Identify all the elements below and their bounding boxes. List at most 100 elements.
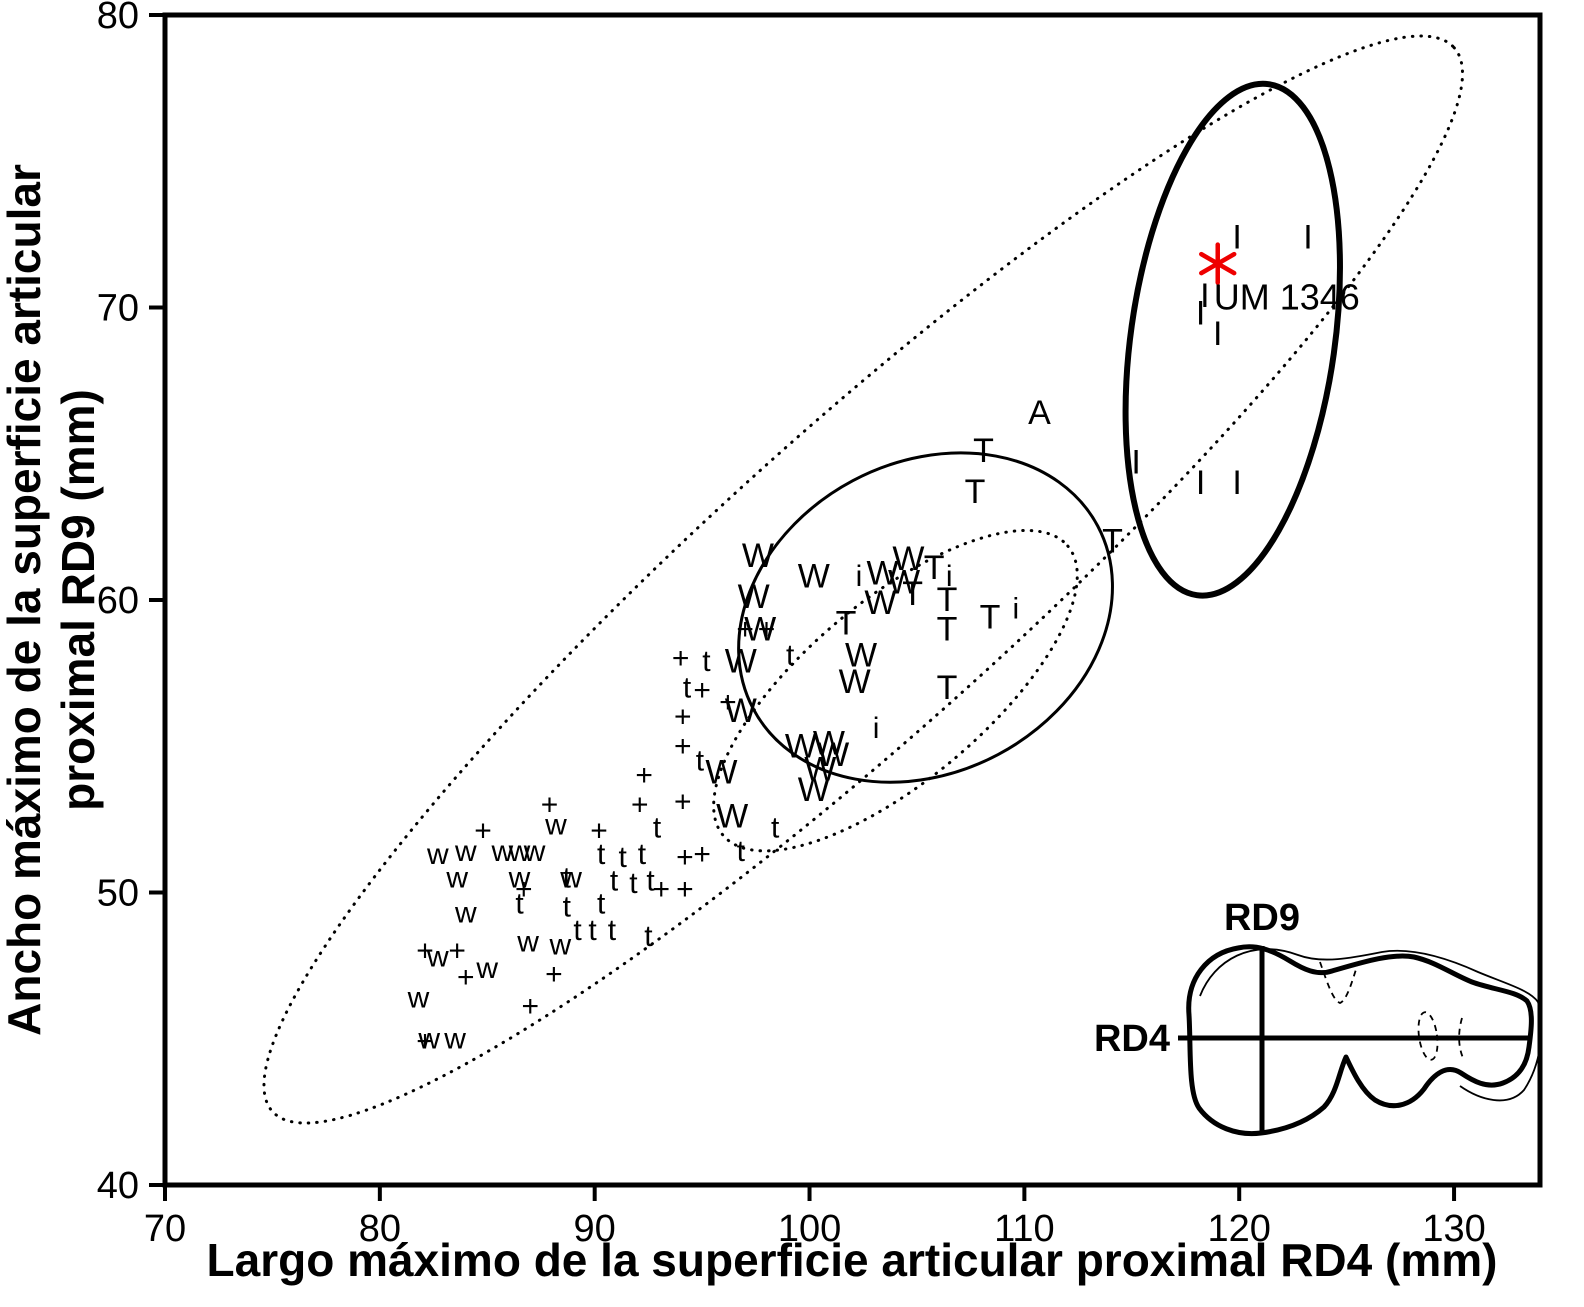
marker-group-plus: + [545,958,563,991]
bone-inset-diagram: RD9 RD4 [1094,897,1543,1137]
marker-group-w: w [523,835,546,868]
marker-group-t: t [737,835,746,868]
marker-group-w: w [454,835,477,868]
x-tick-label: 70 [144,1208,186,1250]
marker-group-t: t [597,838,606,871]
marker-group-W: W [725,692,757,730]
confidence-ellipse-solid [1122,80,1343,599]
marker-group-W: W [839,663,871,701]
x-tick-label: 100 [778,1208,841,1250]
marker-group-plus: + [416,1025,434,1058]
marker-group-t: t [646,864,655,897]
marker-group-plus: + [676,841,694,874]
marker-group-T: T [1102,523,1123,561]
marker-group-w: w [443,1022,466,1055]
marker-group-plus: + [448,935,466,968]
marker-group-i: i [856,560,863,593]
marker-group-I: I [1303,218,1312,256]
marker-group-T: T [924,549,945,587]
x-tick-label: 90 [574,1208,616,1250]
marker-group-t: t [702,645,711,678]
marker-group-W: W [798,771,830,809]
marker-group-I: I [1196,464,1205,502]
marker-group-W: W [725,642,757,680]
marker-group-W: W [845,637,877,675]
axes-and-ticks: 70 80 90 100 110 120 130 40 50 60 70 80 [97,0,1543,1250]
marker-group-T: T [965,473,986,511]
marker-group-w: w [426,940,449,973]
marker-group-t: t [563,861,572,894]
marker-group-plus: + [590,815,608,848]
marker-group-t: t [644,920,653,953]
marker-group-t: t [610,864,619,897]
marker-group-T: T [937,581,958,619]
marker-group-plus: + [515,873,533,906]
confidence-ellipse-dotted [262,34,1465,1125]
confidence-ellipse-dotted [712,528,1079,853]
marker-group-W: W [744,610,776,648]
marker-group-plus: + [674,730,692,763]
marker-group-plus: + [693,674,711,707]
marker-group-plus: + [474,815,492,848]
marker-group-plus: + [457,961,475,994]
x-tick-label: 120 [1208,1208,1271,1250]
marker-group-w: w [445,861,468,894]
confidence-ellipses [262,34,1465,1125]
marker-group-t: t [573,914,582,947]
bone-outline-thin [1199,948,1543,1102]
highlight-label: UM 1346 [1214,277,1360,318]
inset-label-rd4: RD4 [1094,1018,1170,1060]
marker-group-I: I [1232,464,1241,502]
y-tick-label: 70 [97,288,139,330]
marker-group-w: w [548,929,571,962]
marker-group-T: T [937,610,958,648]
marker-group-W: W [738,578,770,616]
marker-group-t: t [608,914,617,947]
marker-group-w: w [454,896,477,929]
marker-group-w: w [559,861,582,894]
marker-group-plus: + [736,613,754,646]
marker-group-W: W [742,537,774,575]
marker-group-w: w [475,952,498,985]
marker-group-w: w [508,835,531,868]
marker-group-A: A [1028,394,1051,432]
marker-group-T: T [973,432,994,470]
marker-group-T: T [836,604,857,642]
marker-group-plus: + [653,873,671,906]
y-tick-label: 50 [97,873,139,915]
marker-group-plus: + [416,935,434,968]
marker-group-plus: + [541,788,559,821]
inset-label-rd9: RD9 [1224,897,1300,939]
marker-group-plus: + [719,686,737,719]
marker-group-W: W [705,754,737,792]
marker-group-W: W [798,558,830,596]
marker-group-t: t [696,744,705,777]
marker-group-T: T [937,669,958,707]
marker-group-i: i [873,712,880,745]
bone-facet-curve-dashed [1458,1017,1464,1059]
marker-group-T: T [902,575,923,613]
marker-group-w: w [490,835,513,868]
marker-group-I: I [1200,277,1209,315]
marker-group-t: t [597,888,606,921]
marker-group-I: I [1232,218,1241,256]
marker-group-I: I [1213,315,1222,353]
marker-group-W: W [817,736,849,774]
marker-group-t: t [618,841,627,874]
marker-group-plus: + [674,701,692,734]
marker-group-t: t [515,888,524,921]
marker-group-w: w [407,981,430,1014]
marker-group-t: t [629,867,638,900]
marker-group-t: t [653,812,662,845]
marker-group-plus: + [693,838,711,871]
marker-group-W: W [867,555,899,593]
x-tick-label: 110 [994,1208,1055,1250]
marker-group-I: I [1196,294,1205,332]
y-tick-label: 80 [97,0,139,37]
marker-group-t: t [638,838,647,871]
marker-group-plus: + [635,759,653,792]
marker-group-t: t [683,671,692,704]
marker-group-plus: + [631,788,649,821]
